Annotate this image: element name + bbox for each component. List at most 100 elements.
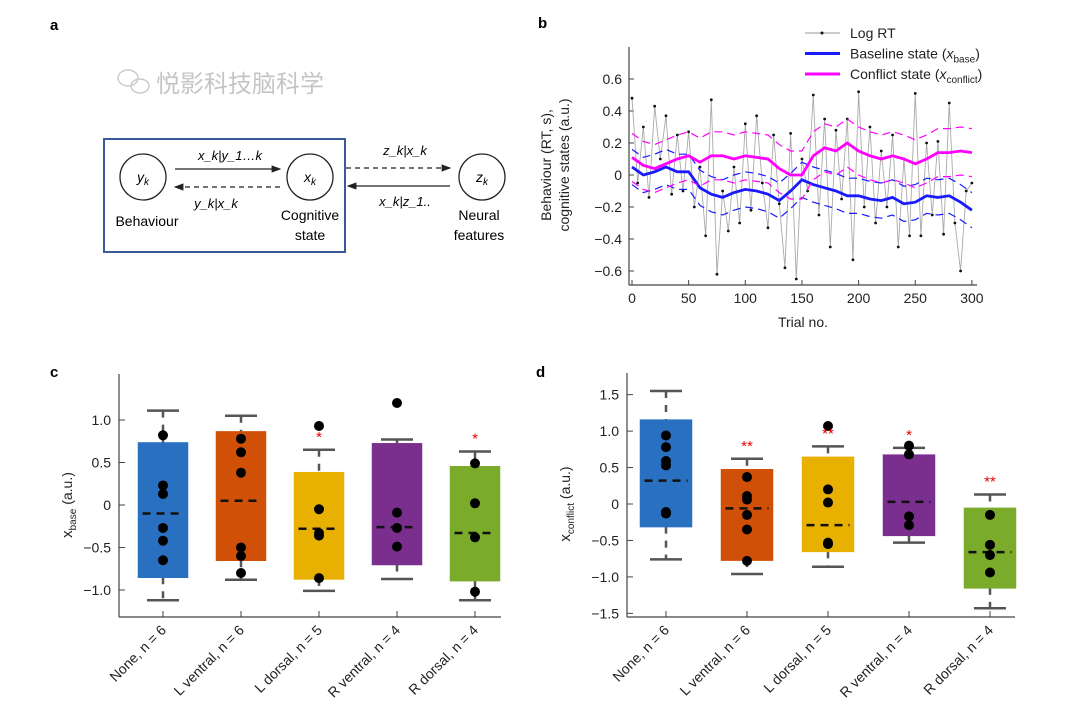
x-tick-label: 150: [790, 290, 814, 306]
data-point: [158, 555, 168, 566]
behaviour-caption: Behaviour: [115, 213, 178, 229]
y-tick-label: −0.4: [594, 231, 622, 247]
y-tick-label: 0: [611, 496, 619, 512]
log-rt-point: [857, 90, 860, 94]
log-rt-point: [783, 266, 787, 270]
data-point: [742, 494, 752, 505]
log-rt-point: [834, 128, 838, 132]
log-rt-point: [732, 165, 736, 169]
data-point: [236, 447, 246, 458]
box-group: ** L dorsal, n = 5: [760, 420, 855, 696]
log-rt-point: [800, 157, 804, 161]
log-rt-point: [942, 232, 945, 236]
y-tick-label: −0.5: [83, 540, 111, 556]
data-point: [823, 420, 833, 431]
x-tick-label: None, n = 6: [106, 622, 169, 685]
data-point: [742, 524, 752, 535]
x-tick-label: 50: [681, 290, 697, 306]
cognitive-node-label: xk: [303, 169, 317, 188]
log-rt-point: [653, 104, 657, 108]
data-point: [985, 550, 995, 561]
data-point: [470, 498, 480, 509]
observed-box: [103, 138, 346, 253]
log-rt-point: [636, 181, 640, 185]
y-tick-label: 0.6: [603, 71, 623, 87]
y-tick-label: 0.5: [92, 455, 112, 471]
baseline-lower-ci: [631, 183, 973, 229]
legend-item: Baseline state (xbase): [805, 46, 980, 66]
x-tick-label: 100: [734, 290, 758, 306]
behaviour-node-label: yk: [136, 169, 150, 188]
y-tick-label: 0.5: [600, 460, 620, 476]
cognitive-caption-1: Cognitive: [281, 207, 340, 223]
log-rt-point: [630, 96, 634, 100]
log-rt-point: [936, 140, 940, 143]
x-tick-label: L dorsal, n = 5: [251, 622, 325, 696]
log-rt-point: [970, 181, 974, 185]
log-rt-point: [823, 117, 827, 121]
significance-marker: **: [822, 425, 834, 442]
x-tick-label: R ventral, n = 4: [836, 622, 915, 701]
data-point: [314, 504, 324, 515]
data-point: [392, 507, 402, 518]
box-group: None, n = 6: [609, 389, 693, 685]
log-rt-point: [896, 245, 900, 249]
y-tick-label: −1.0: [591, 569, 619, 585]
baseline-upper-ci: [631, 148, 973, 194]
significance-marker: *: [316, 429, 322, 446]
cognitive-caption-2: state: [295, 227, 326, 243]
y-tick-label: 0: [103, 497, 111, 513]
log-rt-point: [738, 221, 742, 225]
neural-node-label: zk: [475, 169, 489, 188]
edge-label-x-to-z: z_k|x_k: [382, 143, 428, 158]
data-point: [392, 522, 402, 533]
log-rt-point: [908, 234, 911, 238]
log-rt-point: [789, 132, 793, 135]
log-rt-point: [749, 208, 753, 212]
log-rt-point: [874, 221, 877, 225]
log-rt-point: [766, 226, 770, 230]
significance-marker: **: [741, 438, 753, 455]
x-tick-label: L ventral, n = 6: [170, 622, 247, 699]
wechat-icon: [117, 69, 150, 94]
log-rt-point: [840, 197, 844, 201]
x-tick-label: 300: [960, 290, 984, 306]
log-rt-point: [919, 234, 923, 238]
data-point: [314, 530, 324, 541]
log-rt-point: [947, 101, 951, 105]
data-point: [158, 480, 168, 491]
log-rt-point: [964, 189, 968, 193]
data-point: [661, 460, 671, 471]
panel-label-d: d: [536, 364, 545, 381]
y-tick-label: 0.4: [603, 103, 623, 119]
log-rt-point: [851, 258, 855, 262]
log-rt-point: [828, 245, 832, 249]
conflict-lower-ci: [631, 166, 972, 200]
y-axis-title: xbase (a.u.): [59, 472, 79, 538]
data-point: [470, 532, 480, 543]
log-rt-point: [658, 157, 662, 161]
x-tick-label: 250: [904, 290, 928, 306]
y-tick-label: 1.0: [92, 412, 112, 428]
neural-caption-2: features: [454, 227, 505, 243]
data-point: [904, 511, 914, 522]
log-rt-point: [692, 205, 696, 209]
legend-marker: [820, 31, 824, 35]
box-group: * R ventral, n = 4: [836, 427, 936, 701]
data-point: [158, 535, 168, 546]
data-point: [823, 539, 833, 550]
watermark: 悦影科技脑科学: [156, 71, 324, 98]
log-rt-point: [817, 213, 821, 217]
log-rt-point: [704, 234, 708, 238]
significance-marker: *: [472, 430, 478, 447]
panel-label-a: a: [50, 17, 59, 34]
x-axis-title: Trial no.: [778, 314, 828, 330]
legend-item: Log RT: [805, 25, 896, 41]
y-tick-label: 1.0: [600, 423, 620, 439]
data-point: [314, 420, 324, 431]
y-tick-label: 1.5: [600, 387, 620, 403]
log-rt-point: [755, 114, 759, 118]
significance-marker: *: [906, 427, 912, 444]
x-tick-label: None, n = 6: [609, 622, 672, 685]
